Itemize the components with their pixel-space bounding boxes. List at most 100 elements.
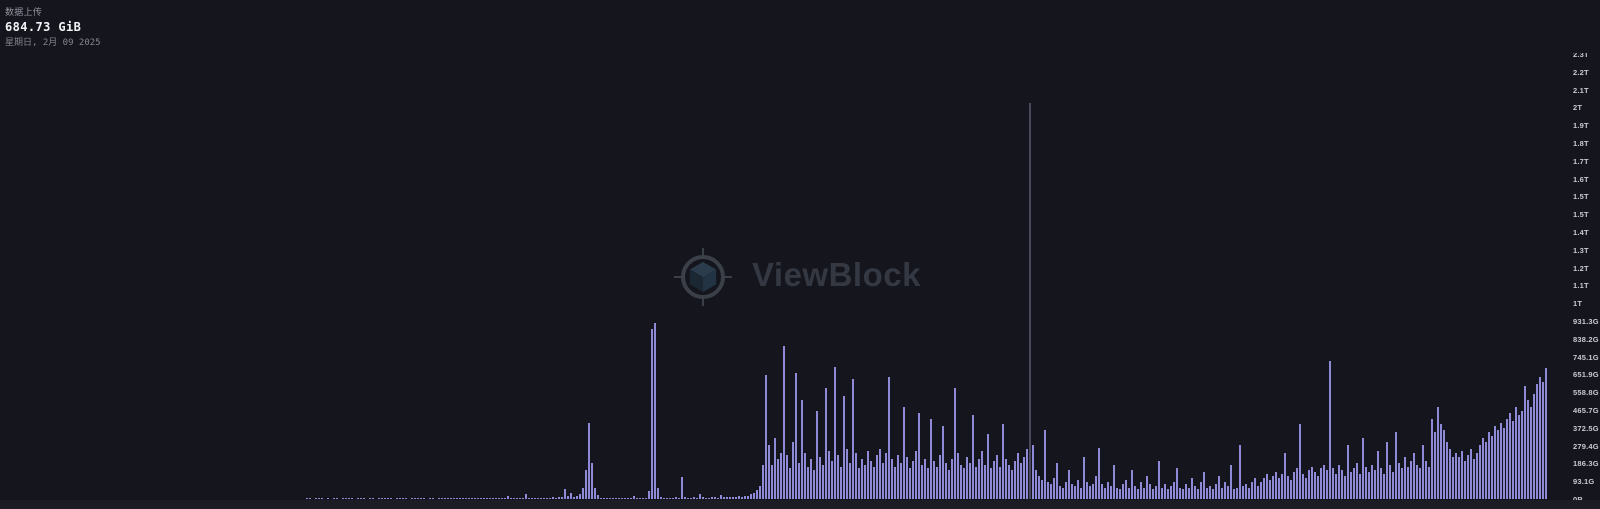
- bar[interactable]: [810, 459, 812, 499]
- bar[interactable]: [492, 498, 494, 499]
- bar[interactable]: [795, 373, 797, 499]
- bar[interactable]: [903, 407, 905, 499]
- bar[interactable]: [909, 468, 911, 499]
- bar[interactable]: [720, 495, 722, 499]
- bar[interactable]: [843, 396, 845, 499]
- bar[interactable]: [1017, 453, 1019, 499]
- bar[interactable]: [1107, 482, 1109, 499]
- bar[interactable]: [885, 453, 887, 499]
- bar[interactable]: [1194, 486, 1196, 499]
- bar[interactable]: [648, 491, 650, 499]
- bar[interactable]: [1191, 478, 1193, 499]
- bar[interactable]: [762, 465, 764, 499]
- bar[interactable]: [1152, 489, 1154, 499]
- bar[interactable]: [1434, 432, 1436, 499]
- bar[interactable]: [1470, 449, 1472, 499]
- bar[interactable]: [501, 498, 503, 499]
- bar[interactable]: [411, 498, 413, 499]
- bar[interactable]: [624, 498, 626, 499]
- bar[interactable]: [1365, 467, 1367, 499]
- bar[interactable]: [1509, 413, 1511, 499]
- bar[interactable]: [969, 463, 971, 499]
- bar[interactable]: [930, 419, 932, 499]
- bar[interactable]: [1437, 407, 1439, 499]
- bar[interactable]: [309, 498, 311, 499]
- bar[interactable]: [1200, 482, 1202, 499]
- bar[interactable]: [1041, 480, 1043, 499]
- bar[interactable]: [1203, 472, 1205, 499]
- bar[interactable]: [1068, 470, 1070, 499]
- bar[interactable]: [1326, 470, 1328, 499]
- bar[interactable]: [318, 498, 320, 499]
- bar[interactable]: [789, 468, 791, 499]
- bar[interactable]: [1320, 468, 1322, 499]
- bar[interactable]: [564, 489, 566, 499]
- bar[interactable]: [1449, 449, 1451, 499]
- bar[interactable]: [783, 346, 785, 499]
- bar[interactable]: [1413, 453, 1415, 499]
- bar[interactable]: [351, 498, 353, 499]
- bar[interactable]: [933, 461, 935, 499]
- bar[interactable]: [669, 498, 671, 499]
- bar[interactable]: [1182, 489, 1184, 499]
- bar[interactable]: [1083, 457, 1085, 499]
- bar[interactable]: [1422, 445, 1424, 499]
- bar[interactable]: [942, 426, 944, 499]
- bar[interactable]: [558, 497, 560, 499]
- bar[interactable]: [336, 498, 338, 499]
- bar[interactable]: [438, 498, 440, 499]
- bar[interactable]: [801, 400, 803, 499]
- bar[interactable]: [1356, 463, 1358, 499]
- bar[interactable]: [1362, 438, 1364, 499]
- bar[interactable]: [1515, 407, 1517, 499]
- bar[interactable]: [987, 434, 989, 499]
- bar[interactable]: [1242, 486, 1244, 499]
- bar[interactable]: [1359, 474, 1361, 499]
- bar[interactable]: [957, 453, 959, 499]
- bar[interactable]: [1380, 468, 1382, 499]
- bar[interactable]: [327, 498, 329, 499]
- bar[interactable]: [711, 497, 713, 499]
- bar[interactable]: [1491, 436, 1493, 499]
- bar[interactable]: [1104, 488, 1106, 499]
- bar[interactable]: [1404, 457, 1406, 499]
- bar[interactable]: [1281, 474, 1283, 499]
- bar[interactable]: [528, 498, 530, 499]
- bar[interactable]: [600, 498, 602, 499]
- bar[interactable]: [765, 375, 767, 499]
- bar[interactable]: [663, 498, 665, 499]
- bar[interactable]: [921, 465, 923, 499]
- bar[interactable]: [1452, 457, 1454, 499]
- bar[interactable]: [1395, 432, 1397, 499]
- bar[interactable]: [984, 465, 986, 499]
- bar[interactable]: [1119, 489, 1121, 499]
- bar[interactable]: [780, 453, 782, 499]
- bar[interactable]: [708, 498, 710, 499]
- plot-area[interactable]: ViewBlock 0B 93.1G 186.3G 279.4G 372.5G 465.7…: [0, 53, 1600, 509]
- bar[interactable]: [1176, 468, 1178, 499]
- bar[interactable]: [603, 498, 605, 499]
- bar[interactable]: [582, 488, 584, 499]
- bar[interactable]: [768, 445, 770, 499]
- bar[interactable]: [855, 453, 857, 499]
- bar[interactable]: [567, 496, 569, 499]
- bar[interactable]: [342, 498, 344, 499]
- bar[interactable]: [1023, 457, 1025, 499]
- bar[interactable]: [822, 465, 824, 499]
- bar[interactable]: [321, 498, 323, 499]
- bar[interactable]: [1398, 463, 1400, 499]
- bar[interactable]: [882, 463, 884, 499]
- bar[interactable]: [1167, 489, 1169, 499]
- bar[interactable]: [627, 498, 629, 499]
- bar[interactable]: [687, 498, 689, 499]
- bar[interactable]: [1239, 445, 1241, 499]
- bar[interactable]: [1428, 467, 1430, 499]
- bar[interactable]: [945, 463, 947, 499]
- bar[interactable]: [1188, 488, 1190, 499]
- bar[interactable]: [699, 494, 701, 499]
- bar[interactable]: [1386, 442, 1388, 499]
- bars-container[interactable]: [306, 53, 1548, 499]
- bar[interactable]: [414, 498, 416, 499]
- bar[interactable]: [549, 498, 551, 499]
- bar[interactable]: [774, 438, 776, 499]
